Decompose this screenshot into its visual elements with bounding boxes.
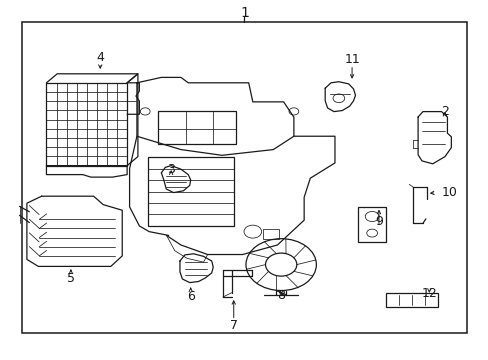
- Text: 9: 9: [374, 215, 382, 228]
- Text: 6: 6: [186, 291, 194, 303]
- Text: 12: 12: [421, 287, 436, 300]
- Text: 7: 7: [229, 319, 237, 332]
- Bar: [386, 293, 437, 307]
- Text: 2: 2: [440, 105, 448, 118]
- Bar: [148, 157, 234, 226]
- Text: 4: 4: [96, 51, 104, 64]
- Text: 3: 3: [167, 163, 175, 176]
- Text: 10: 10: [441, 186, 457, 199]
- Bar: [263, 229, 278, 239]
- Text: 11: 11: [344, 53, 359, 66]
- Text: 5: 5: [67, 273, 75, 285]
- Bar: [158, 112, 236, 144]
- Text: 8: 8: [277, 289, 285, 302]
- Bar: [22, 22, 466, 333]
- Text: 1: 1: [240, 6, 248, 19]
- Bar: [357, 207, 386, 242]
